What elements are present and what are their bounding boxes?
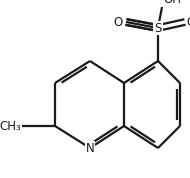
Text: CH₃: CH₃ [0, 119, 21, 132]
Text: O: O [186, 15, 190, 28]
Text: S: S [154, 22, 162, 35]
Text: N: N [86, 142, 94, 155]
Text: O: O [114, 15, 123, 28]
Text: OH: OH [163, 0, 181, 6]
